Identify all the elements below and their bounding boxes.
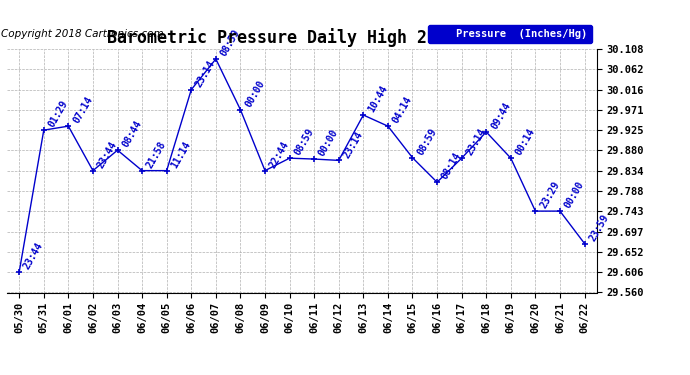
Text: 08:59: 08:59: [415, 126, 439, 157]
Text: 11:14: 11:14: [170, 140, 193, 170]
Text: Copyright 2018 Cartronics.com: Copyright 2018 Cartronics.com: [1, 29, 164, 39]
Text: 04:14: 04:14: [391, 95, 414, 125]
Text: 01:29: 01:29: [46, 99, 70, 129]
Text: 00:14: 00:14: [513, 127, 537, 158]
Text: 23:14: 23:14: [342, 129, 365, 160]
Text: 08:59: 08:59: [293, 127, 316, 158]
Text: 23:44: 23:44: [22, 241, 46, 271]
Text: 00:00: 00:00: [243, 78, 266, 109]
Text: 00:00: 00:00: [317, 128, 340, 158]
Text: 08:44: 08:44: [120, 119, 144, 149]
Text: 00:00: 00:00: [563, 180, 586, 210]
Text: 23:44: 23:44: [96, 140, 119, 170]
Title: Barometric Pressure Daily High 20180623: Barometric Pressure Daily High 20180623: [107, 28, 497, 47]
Text: 09:44: 09:44: [489, 101, 513, 131]
Text: 23:14: 23:14: [194, 58, 217, 89]
Text: 10:44: 10:44: [366, 84, 389, 114]
Text: 22:44: 22:44: [268, 140, 291, 170]
Text: 23:29: 23:29: [538, 180, 562, 210]
Text: 23:14: 23:14: [464, 127, 488, 158]
Text: 23:59: 23:59: [587, 212, 611, 243]
Text: 08:59: 08:59: [219, 28, 242, 58]
Legend: Pressure  (Inches/Hg): Pressure (Inches/Hg): [428, 25, 591, 43]
Text: 08:14: 08:14: [440, 151, 463, 182]
Text: 21:58: 21:58: [145, 140, 168, 170]
Text: 07:14: 07:14: [71, 95, 95, 125]
